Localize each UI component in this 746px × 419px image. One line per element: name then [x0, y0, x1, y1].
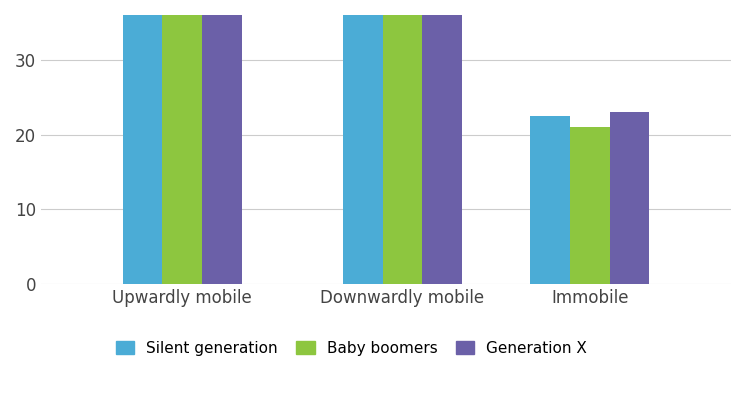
Bar — [570, 127, 609, 284]
Bar — [609, 112, 650, 284]
Bar — [383, 15, 422, 284]
Bar — [122, 15, 162, 284]
Bar — [530, 116, 570, 284]
Bar — [202, 15, 242, 284]
Legend: Silent generation, Baby boomers, Generation X: Silent generation, Baby boomers, Generat… — [110, 335, 593, 362]
Bar — [343, 15, 383, 284]
Bar — [162, 15, 202, 284]
Bar — [422, 15, 462, 284]
